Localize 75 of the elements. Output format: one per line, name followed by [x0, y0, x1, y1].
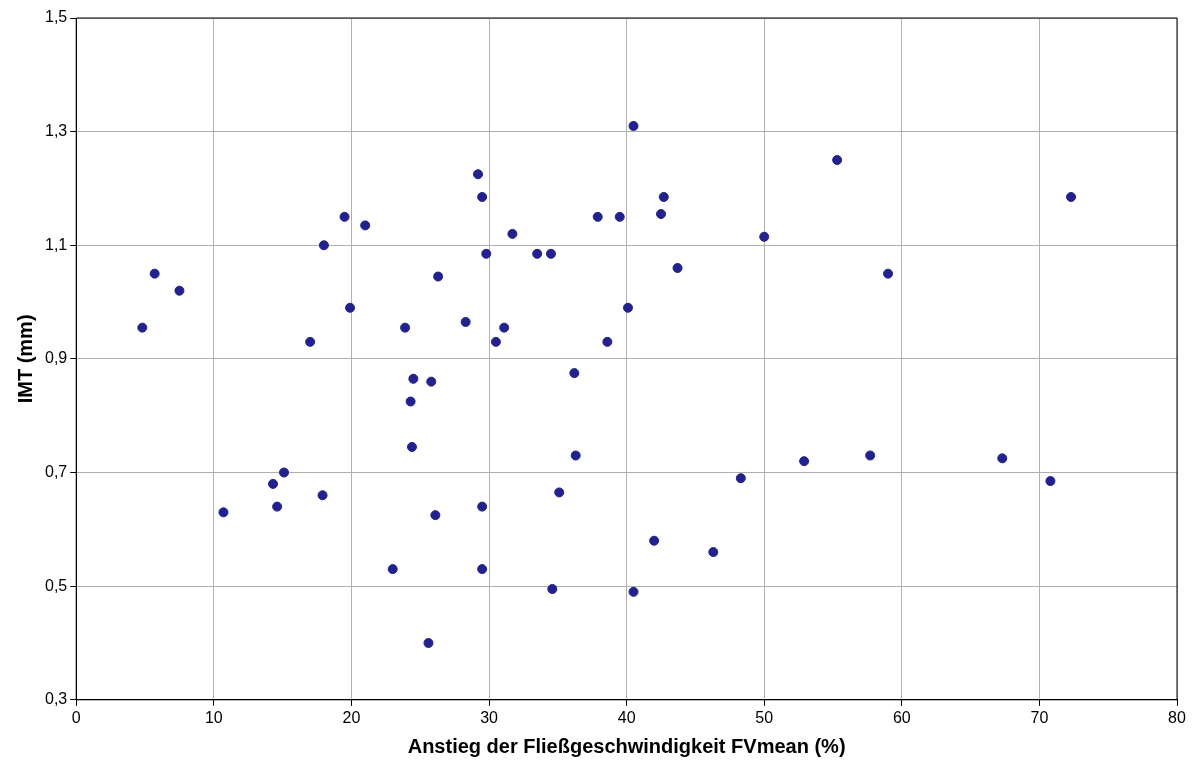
point — [137, 322, 148, 333]
point — [735, 473, 746, 484]
point — [268, 478, 278, 489]
point — [883, 268, 894, 279]
point — [532, 248, 543, 259]
point — [174, 285, 185, 296]
point — [477, 564, 488, 575]
point — [799, 456, 810, 467]
point — [406, 441, 417, 452]
point — [628, 586, 639, 597]
point — [490, 336, 501, 347]
point — [423, 637, 434, 648]
y-tick-label: 0,7 — [44, 462, 68, 480]
y-tick-label: 1,5 — [44, 8, 68, 26]
point — [426, 376, 437, 387]
point — [400, 322, 411, 333]
point — [656, 209, 667, 220]
point — [592, 211, 603, 222]
point — [672, 262, 683, 273]
point — [865, 450, 876, 461]
x-tick-label: 20 — [342, 708, 361, 726]
point — [602, 336, 613, 347]
x-tick-label: 80 — [1168, 708, 1186, 726]
point — [759, 231, 770, 242]
x-tick-label: 60 — [892, 708, 911, 726]
point — [623, 302, 633, 313]
point — [1066, 191, 1077, 202]
y-tick-label: 0,3 — [44, 690, 68, 708]
point — [481, 248, 492, 259]
y-tick-label: 0,9 — [44, 349, 68, 367]
point — [272, 501, 283, 512]
x-tick-label: 50 — [755, 708, 774, 726]
x-tick-label: 70 — [1030, 708, 1049, 726]
point — [279, 467, 290, 478]
x-tick-label: 10 — [204, 708, 223, 726]
point — [554, 487, 565, 498]
point — [477, 501, 488, 512]
point — [318, 240, 329, 251]
point — [614, 211, 625, 222]
y-tick-label: 1,3 — [44, 122, 68, 140]
point — [473, 169, 484, 180]
point — [507, 228, 518, 239]
point — [997, 453, 1008, 464]
point — [708, 547, 719, 558]
point — [547, 584, 558, 595]
point — [545, 248, 556, 259]
point — [345, 302, 356, 313]
y-tick-label: 1,1 — [44, 235, 68, 253]
point — [570, 450, 581, 461]
point — [658, 191, 669, 202]
point — [832, 155, 843, 166]
point — [433, 271, 444, 282]
point — [218, 507, 229, 518]
point — [460, 316, 471, 327]
point — [387, 564, 398, 575]
point — [499, 322, 510, 333]
point — [649, 535, 660, 546]
point — [305, 336, 316, 347]
x-tick-label: 0 — [71, 708, 81, 726]
point — [569, 368, 580, 379]
y-axis-title: IMT (mm) — [13, 314, 36, 404]
point — [430, 510, 441, 521]
point — [405, 396, 416, 407]
y-tick-label: 0,5 — [44, 576, 68, 594]
point — [149, 268, 160, 279]
point — [339, 211, 350, 222]
point — [628, 120, 639, 131]
x-tick-label: 40 — [617, 708, 636, 726]
point — [317, 490, 328, 501]
point — [408, 373, 419, 384]
x-tick-label: 30 — [480, 708, 499, 726]
x-axis-title: Anstieg der Fließgeschwindigkeit FVmean (%) — [407, 734, 846, 757]
point — [360, 220, 371, 231]
point — [1045, 476, 1056, 487]
point — [477, 191, 488, 202]
